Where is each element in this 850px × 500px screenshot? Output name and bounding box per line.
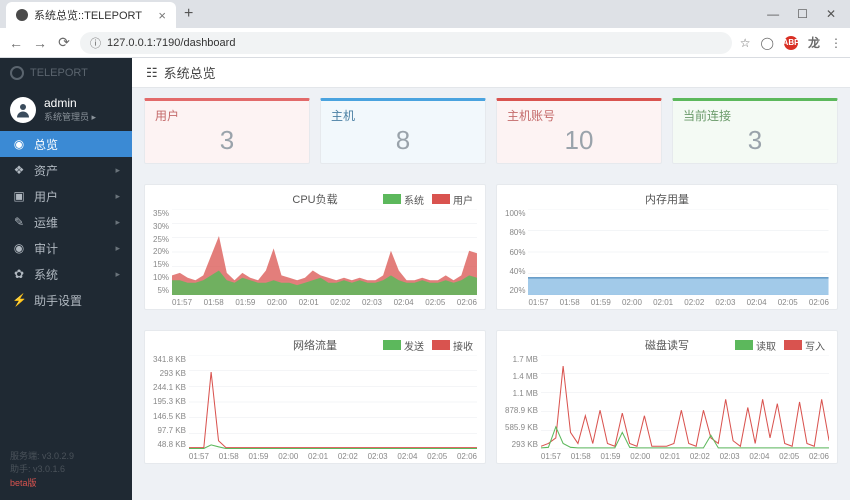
cpu-chart: CPU负载系统用户 35%30%25%20%15%10%5% 01:5701:5… [144,184,486,310]
brand: TELEPORT [0,58,132,88]
toolbar: ← → ⟳ ⓘ 127.0.0.1:7190/dashboard ☆ ◯ ABP… [0,28,850,58]
stat-value: 3 [683,124,827,157]
nav-icon: ◉ [12,241,26,255]
chevron-right-icon: ▸ [115,269,120,280]
chevron-right-icon: ▸ [115,243,120,254]
sidebar-item[interactable]: ❖资产▸ [0,157,132,183]
maximize-icon[interactable]: ☐ [797,7,808,21]
reload-icon[interactable]: ⟳ [56,34,72,51]
x-axis: 01:5701:5801:5902:0002:0102:0202:0302:04… [189,452,477,461]
stat-label: 用户 [155,107,299,124]
disk-chart: 磁盘读写读取写入 1.7 MB1.4 MB1.1 MB878.9 KB585.9… [496,330,838,464]
user-box[interactable]: admin 系统管理员 ▸ [0,88,132,131]
net-chart: 网络流量发送接收 341.8 KB293 KB244.1 KB195.3 KB1… [144,330,486,464]
nav: ◉总览❖资产▸▣用户▸✎运维▸◉审计▸✿系统▸⚡助手设置 [0,131,132,313]
stat-label: 当前连接 [683,107,827,124]
chevron-right-icon: ▸ [115,165,120,176]
close-icon[interactable]: × [158,8,166,23]
plot-area: 01:5701:5801:5902:0002:0102:0202:0302:04… [528,209,829,307]
legend: 读取写入 [735,338,825,353]
sidebar-item[interactable]: ▣用户▸ [0,183,132,209]
main: ☷ 系统总览 用户3主机8主机账号10当前连接3 CPU负载系统用户 35%30… [132,58,850,500]
nav-icon: ▣ [12,189,26,203]
close-window-icon[interactable]: ✕ [826,7,836,21]
stat-card: 主机8 [320,98,486,164]
url-text: 127.0.0.1:7190/dashboard [107,37,235,49]
ext-icon[interactable]: ◯ [761,36,774,50]
tabbar: 系统总览::TELEPORT × + — ☐ ✕ [0,0,850,28]
info-icon: ⓘ [90,35,101,51]
dashboard-icon: ☷ [146,65,158,81]
chevron-right-icon: ▸ [115,191,120,202]
forward-icon[interactable]: → [32,35,48,51]
sidebar-item[interactable]: ✿系统▸ [0,261,132,287]
ext2-icon[interactable]: 龙 [808,34,820,51]
nav-icon: ⚡ [12,293,26,307]
chevron-right-icon: ▸ [115,217,120,228]
stat-card: 用户3 [144,98,310,164]
nav-icon: ❖ [12,163,26,177]
window-controls: — ☐ ✕ [767,7,850,21]
extension-icons: ☆ ◯ ABP 龙 ⋮ [740,34,842,51]
sidebar: TELEPORT admin 系统管理员 ▸ ◉总览❖资产▸▣用户▸✎运维▸◉审… [0,58,132,500]
avatar [10,97,36,123]
breadcrumb: ☷ 系统总览 [132,58,850,88]
chart-title: CPU负载系统用户 [153,191,477,207]
version-box: 服务端: v3.0.2.9 助手: v3.0.1.6 beta版 [0,444,132,500]
sidebar-item[interactable]: ◉总览 [0,131,132,157]
x-axis: 01:5701:5801:5902:0002:0102:0202:0302:04… [541,452,829,461]
new-tab-button[interactable]: + [184,5,193,23]
x-axis: 01:5701:5801:5902:0002:0102:0202:0302:04… [172,298,477,307]
chart-title: 内存用量 [505,191,829,207]
user-name: admin [44,96,96,110]
sidebar-item[interactable]: ✎运维▸ [0,209,132,235]
plot-area: 01:5701:5801:5902:0002:0102:0202:0302:04… [189,355,477,461]
stat-label: 主机 [331,107,475,124]
app: TELEPORT admin 系统管理员 ▸ ◉总览❖资产▸▣用户▸✎运维▸◉审… [0,58,850,500]
plot-area: 01:5701:5801:5902:0002:0102:0202:0302:04… [541,355,829,461]
legend: 发送接收 [383,338,473,353]
user-role: 系统管理员 ▸ [44,110,96,123]
y-axis: 341.8 KB293 KB244.1 KB195.3 KB146.5 KB97… [153,355,189,461]
sidebar-item[interactable]: ⚡助手设置 [0,287,132,313]
stat-label: 主机账号 [507,107,651,124]
y-axis: 100%80%60%40%20% [505,209,528,307]
nav-icon: ✿ [12,267,26,281]
chart-title: 磁盘读写读取写入 [505,337,829,353]
charts-row-2: 网络流量发送接收 341.8 KB293 KB244.1 KB195.3 KB1… [132,320,850,474]
nav-icon: ✎ [12,215,26,229]
back-icon[interactable]: ← [8,35,24,51]
stat-value: 10 [507,124,651,157]
page-title: 系统总览 [164,63,216,82]
chart-title: 网络流量发送接收 [153,337,477,353]
minimize-icon[interactable]: — [767,7,779,21]
browser-tab[interactable]: 系统总览::TELEPORT × [6,2,176,28]
y-axis: 35%30%25%20%15%10%5% [153,209,172,307]
menu-icon[interactable]: ⋮ [830,36,842,50]
favicon [16,9,28,21]
star-icon[interactable]: ☆ [740,36,751,50]
stat-value: 3 [155,124,299,157]
charts-row-1: CPU负载系统用户 35%30%25%20%15%10%5% 01:5701:5… [132,174,850,320]
brand-icon [10,66,24,80]
legend: 系统用户 [383,192,473,207]
mem-chart: 内存用量 100%80%60%40%20% 01:5701:5801:5902:… [496,184,838,310]
browser-chrome: 系统总览::TELEPORT × + — ☐ ✕ ← → ⟳ ⓘ 127.0.0… [0,0,850,58]
stats-row: 用户3主机8主机账号10当前连接3 [132,88,850,174]
y-axis: 1.7 MB1.4 MB1.1 MB878.9 KB585.9 KB293 KB [505,355,541,461]
nav-icon: ◉ [12,137,26,151]
sidebar-item[interactable]: ◉审计▸ [0,235,132,261]
stat-card: 当前连接3 [672,98,838,164]
x-axis: 01:5701:5801:5902:0002:0102:0202:0302:04… [528,298,829,307]
plot-area: 01:5701:5801:5902:0002:0102:0202:0302:04… [172,209,477,307]
url-input[interactable]: ⓘ 127.0.0.1:7190/dashboard [80,32,732,54]
abp-icon[interactable]: ABP [784,36,798,50]
tab-title: 系统总览::TELEPORT [34,7,152,23]
stat-value: 8 [331,124,475,157]
stat-card: 主机账号10 [496,98,662,164]
